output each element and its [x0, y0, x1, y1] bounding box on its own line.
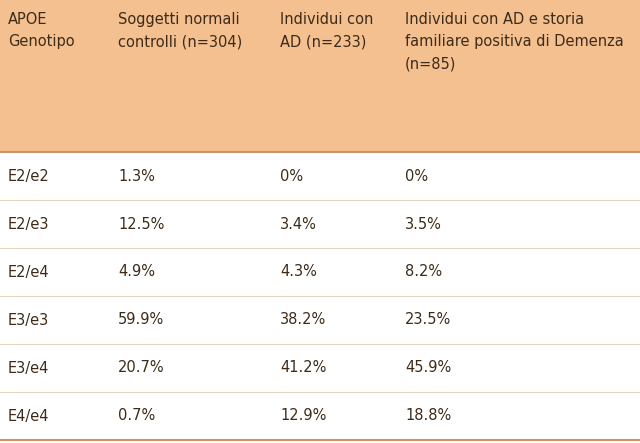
- Text: 12.5%: 12.5%: [118, 217, 164, 232]
- Text: E2/e3: E2/e3: [8, 217, 49, 232]
- Text: controlli (n=304): controlli (n=304): [118, 34, 243, 49]
- Text: AD (n=233): AD (n=233): [280, 34, 366, 49]
- Text: APOE: APOE: [8, 12, 47, 27]
- Text: 59.9%: 59.9%: [118, 312, 164, 327]
- Text: 0.7%: 0.7%: [118, 408, 156, 424]
- Text: 0%: 0%: [280, 168, 303, 183]
- Text: 20.7%: 20.7%: [118, 361, 164, 376]
- Text: E3/e3: E3/e3: [8, 312, 49, 327]
- Bar: [0, 0, 640, 152]
- Text: 18.8%: 18.8%: [405, 408, 451, 424]
- Text: 3.5%: 3.5%: [405, 217, 442, 232]
- Text: Individui con: Individui con: [280, 12, 373, 27]
- Text: 4.3%: 4.3%: [280, 264, 317, 280]
- Text: E3/e4: E3/e4: [8, 361, 49, 376]
- Text: 38.2%: 38.2%: [280, 312, 326, 327]
- Text: familiare positiva di Demenza: familiare positiva di Demenza: [405, 34, 624, 49]
- Text: Genotipo: Genotipo: [8, 34, 75, 49]
- Text: 4.9%: 4.9%: [118, 264, 155, 280]
- Text: E2/e4: E2/e4: [8, 264, 50, 280]
- Text: 0%: 0%: [405, 168, 428, 183]
- Text: 23.5%: 23.5%: [405, 312, 451, 327]
- Text: 8.2%: 8.2%: [405, 264, 442, 280]
- Text: Individui con AD e storia: Individui con AD e storia: [405, 12, 584, 27]
- Text: E4/e4: E4/e4: [8, 408, 49, 424]
- Text: (n=85): (n=85): [405, 56, 456, 71]
- Text: 45.9%: 45.9%: [405, 361, 451, 376]
- Text: Soggetti normali: Soggetti normali: [118, 12, 239, 27]
- Text: E2/e2: E2/e2: [8, 168, 50, 183]
- Text: 12.9%: 12.9%: [280, 408, 326, 424]
- Text: 1.3%: 1.3%: [118, 168, 155, 183]
- Text: 3.4%: 3.4%: [280, 217, 317, 232]
- Text: 41.2%: 41.2%: [280, 361, 326, 376]
